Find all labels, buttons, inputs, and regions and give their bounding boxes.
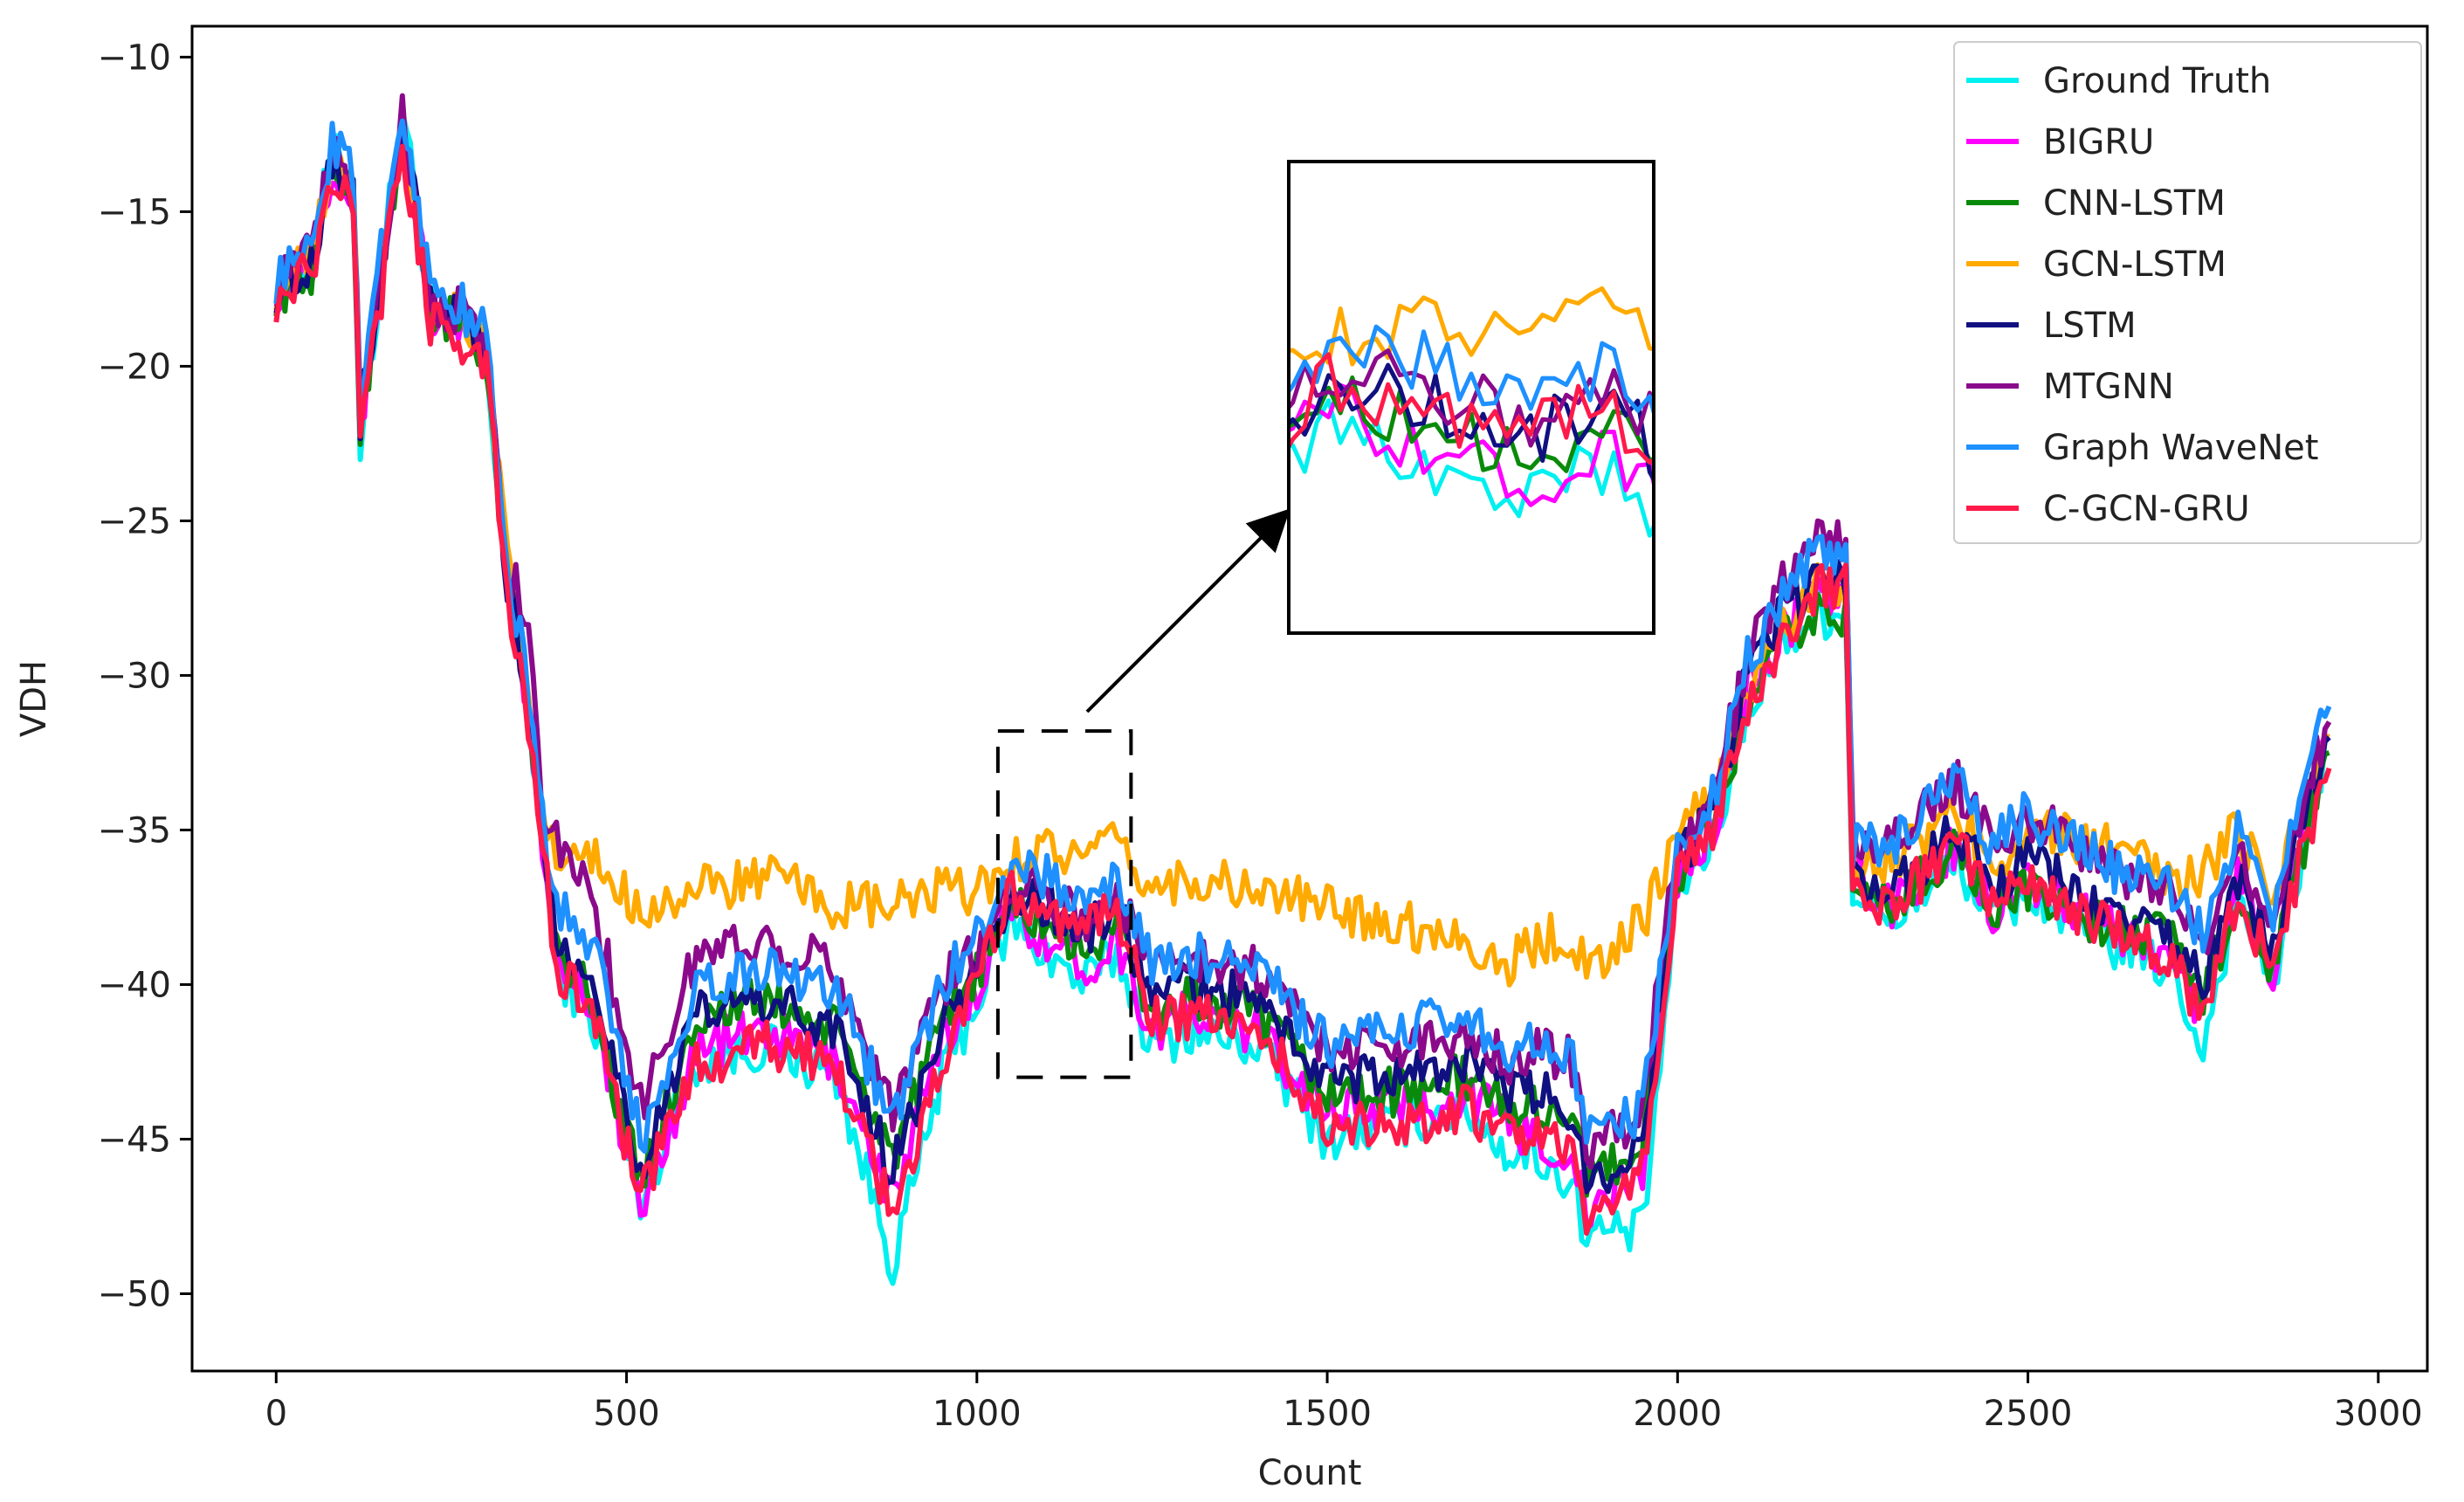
legend-label-lstm: LSTM: [2043, 306, 2137, 346]
legend-label-c-gcn-gru: C-GCN-GRU: [2043, 489, 2250, 529]
y-tick-label: −25: [98, 501, 171, 541]
zoom-region-box: [995, 729, 1133, 1079]
legend-label-bigru: BIGRU: [2043, 122, 2154, 162]
zoom-arrow: [1085, 508, 1291, 713]
series-line-c-gcn-gru: [273, 143, 2332, 1237]
x-tick-label: 2000: [1633, 1394, 1722, 1434]
x-tick-label: 0: [265, 1394, 287, 1434]
y-tick-label: −20: [98, 347, 171, 387]
x-tick-label: 3000: [2334, 1394, 2423, 1434]
legend-label-cnn-lstm: CNN-LSTM: [2043, 183, 2226, 224]
inset-line-graph-wavenet: [1291, 324, 1652, 414]
y-tick-label: −50: [98, 1274, 171, 1314]
y-tick-label: −40: [98, 965, 171, 1005]
inset-line-bigru: [1291, 382, 1652, 507]
legend-label-mtgnn: MTGNN: [2043, 367, 2174, 407]
y-tick-label: −15: [98, 192, 171, 232]
y-tick-label: −10: [98, 38, 171, 78]
series-lines: [273, 93, 2332, 1286]
x-axis-ticks: 0 500 1000 1500 2000 2500 3000: [265, 1371, 2423, 1434]
y-tick-label: −30: [98, 656, 171, 696]
x-tick-label: 500: [593, 1394, 659, 1434]
legend-label-graph-wavenet: Graph WaveNet: [2043, 428, 2318, 468]
series-line-lstm: [273, 117, 2331, 1195]
legend-label-gcn-lstm: GCN-LSTM: [2043, 245, 2227, 285]
x-axis-title: Count: [1258, 1453, 1362, 1493]
legend: Ground Truth BIGRU CNN-LSTM GCN-LSTM LSTM MTG…: [1953, 41, 2422, 544]
inset-line-ground-truth: [1291, 398, 1652, 538]
y-axis-title: VDH: [14, 660, 54, 737]
inset-series-lines: [1291, 286, 1652, 538]
inset-line-gcn-lstm: [1291, 286, 1652, 367]
y-tick-label: −45: [98, 1120, 171, 1160]
x-tick-label: 1500: [1283, 1394, 1372, 1434]
legend-label-ground-truth: Ground Truth: [2043, 61, 2271, 101]
x-tick-label: 1000: [933, 1394, 1022, 1434]
x-tick-label: 2500: [1984, 1394, 2073, 1434]
y-axis-ticks: −10 −15 −20 −25 −30 −35 −40 −45 −50: [98, 38, 192, 1314]
series-line-graph-wavenet: [273, 118, 2332, 1154]
legend-frame: [1953, 41, 2422, 544]
inset-line-c-gcn-gru: [1291, 352, 1652, 465]
y-tick-label: −35: [98, 810, 171, 851]
